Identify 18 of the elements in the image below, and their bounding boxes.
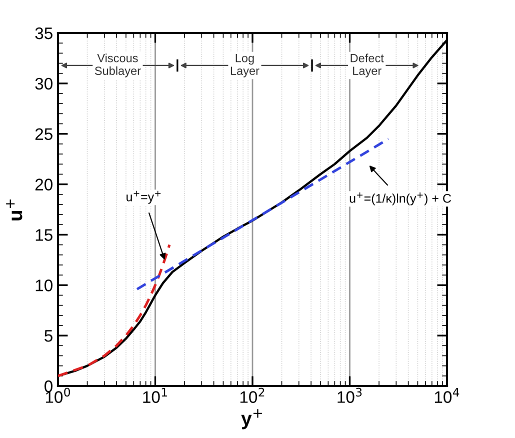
y-tick-label: 35	[35, 27, 52, 40]
annotation: Defect Layer	[350, 54, 384, 78]
annotation: Viscous Sublayer	[94, 54, 141, 78]
y-tick-label: 20	[35, 178, 52, 190]
annotation: Log Layer	[230, 54, 260, 78]
annotation: u$^{+}$=y$^{+}$	[126, 190, 161, 204]
y-tick-label: 10	[36, 280, 52, 292]
y-tick-label: 30	[35, 78, 52, 90]
y-tick-label: 25	[35, 128, 52, 140]
x-tick-label: 10$^{4}$	[434, 388, 460, 403]
y-tick-label: 5	[44, 330, 52, 342]
x-axis-title: y$^{+}$	[241, 409, 262, 430]
x-tick-label: 10$^{3}$	[338, 388, 362, 403]
y-tick-label: 15	[36, 229, 52, 241]
y-axis-title: u$^{+}$	[6, 200, 22, 220]
x-tick-label: 10$^{2}$	[240, 388, 264, 403]
x-tick-label: 10$^{1}$	[143, 388, 167, 403]
annotation: u$^{+}$=(1/κ)ln(y$^{+}$) + C	[350, 192, 452, 206]
